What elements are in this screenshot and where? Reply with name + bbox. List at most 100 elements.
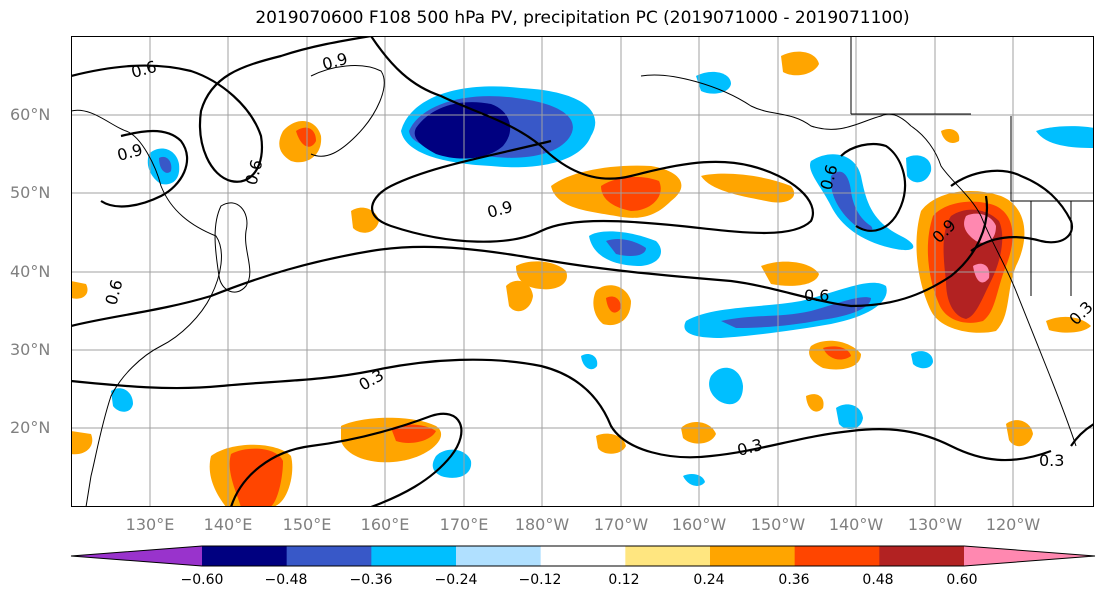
contour-0.3-se bbox=[1070, 423, 1094, 447]
colorbar-tick: 0.24 bbox=[693, 572, 725, 588]
pos-anomaly-hawaii-n bbox=[516, 261, 567, 290]
precip-negative-shading bbox=[111, 71, 1094, 486]
colorbar-cell bbox=[879, 546, 965, 566]
contour-0.3-lower bbox=[229, 412, 463, 507]
coast-kamchatka bbox=[310, 65, 385, 157]
lon-label-120w: 120°W bbox=[985, 515, 1041, 534]
coast-east-asia bbox=[71, 109, 222, 507]
colorbar-cell bbox=[794, 546, 880, 566]
pos-anomaly-small-n bbox=[1046, 316, 1091, 333]
precip-positive-shading bbox=[71, 51, 1091, 507]
lat-label-60n: 60°N bbox=[10, 105, 51, 124]
coast-japan bbox=[214, 202, 251, 293]
pos-anomaly-mid-e bbox=[701, 173, 795, 203]
colorbar-cell bbox=[202, 546, 288, 566]
lon-label-140e: 140°E bbox=[203, 515, 253, 534]
map-title: 2019070600 F108 500 hPa PV, precipitatio… bbox=[255, 8, 910, 28]
neg-anomaly-small-h bbox=[581, 354, 598, 370]
colorbar-cell bbox=[540, 546, 626, 566]
pos-anomaly-small-k bbox=[71, 281, 88, 299]
neg-anomaly-small-d bbox=[111, 388, 133, 412]
coast-alaska bbox=[640, 74, 912, 130]
contour-label: 0.6 bbox=[102, 278, 127, 308]
colorbar-tick: 0.60 bbox=[946, 572, 978, 588]
neg-anomaly-small-i bbox=[906, 155, 932, 183]
pos-anomaly-small-i bbox=[781, 51, 819, 76]
contour-0.9-main bbox=[370, 36, 814, 243]
lon-label-140w: 140°W bbox=[828, 515, 884, 534]
pos-anomaly-small-west-core bbox=[296, 127, 316, 147]
colorbar-tick: −0.12 bbox=[518, 572, 562, 588]
colorbar-tick: −0.36 bbox=[349, 572, 393, 588]
contour-label: 0.9 bbox=[115, 140, 145, 165]
colorbar-cell bbox=[371, 546, 457, 566]
neg-anomaly-small-f bbox=[696, 71, 731, 94]
lon-label-130w: 130°W bbox=[907, 515, 963, 534]
contour-0.6-long bbox=[71, 195, 989, 328]
neg-anomaly-small-c bbox=[836, 404, 863, 430]
colorbar-tick: −0.60 bbox=[180, 572, 224, 588]
pos-anomaly-small-l bbox=[71, 431, 93, 455]
lon-label-150e: 150°E bbox=[282, 515, 332, 534]
neg-anomaly-ne-pacific-core bbox=[721, 297, 871, 328]
map-canvas: 0.6 0.9 0.9 0.6 0.9 0.6 0.6 0.9 0.6 0.3 … bbox=[71, 36, 1094, 507]
contour-0.9-kamchatka bbox=[100, 129, 189, 208]
pos-anomaly-mid-a-core bbox=[606, 296, 621, 313]
pos-anomaly-mid-d bbox=[761, 261, 819, 286]
contour-label: 0.6 bbox=[129, 57, 159, 82]
lon-label-150w: 150°W bbox=[750, 515, 806, 534]
colorbar-outline bbox=[70, 545, 1096, 567]
neg-anomaly-small-j bbox=[683, 474, 705, 486]
colorbar-tick: −0.24 bbox=[434, 572, 478, 588]
colorbar-tick: −0.48 bbox=[264, 572, 308, 588]
lon-label-160e: 160°E bbox=[360, 515, 410, 534]
lon-label-170w: 170°W bbox=[593, 515, 649, 534]
pos-anomaly-small-m bbox=[941, 129, 960, 143]
lat-label-50n: 50°N bbox=[10, 183, 51, 202]
colorbar-cell bbox=[625, 546, 711, 566]
lon-label-170e: 170°E bbox=[439, 515, 489, 534]
pv-contours bbox=[71, 36, 1094, 507]
pos-anomaly-us-west-peak2 bbox=[973, 263, 990, 283]
pos-anomaly-small-h bbox=[1006, 420, 1033, 447]
pos-anomaly-japan-sea bbox=[351, 207, 379, 233]
colorbar-cell bbox=[710, 546, 796, 566]
map-panel: 0.6 0.9 0.9 0.6 0.9 0.6 0.6 0.9 0.6 0.3 … bbox=[71, 36, 1094, 507]
neg-anomaly-small-a bbox=[709, 367, 743, 405]
pos-anomaly-mid-b bbox=[506, 280, 533, 312]
contour-label: 0.6 bbox=[804, 286, 829, 305]
neg-anomaly-small-e bbox=[911, 351, 933, 369]
pos-anomaly-south-c-core bbox=[391, 424, 436, 443]
colorbar-extend-low bbox=[71, 546, 202, 566]
contour-0.6-gulf bbox=[840, 142, 906, 232]
neg-anomaly-west-core bbox=[159, 156, 172, 173]
lon-label-180w: 180°W bbox=[514, 515, 570, 534]
contour-label: 0.9 bbox=[320, 49, 350, 74]
coast-canada-border bbox=[850, 36, 1094, 202]
coast-us-states bbox=[1010, 116, 1094, 296]
colorbar-cell bbox=[286, 546, 372, 566]
lon-label-160w: 160°W bbox=[671, 515, 727, 534]
pos-anomaly-central-core bbox=[601, 176, 661, 211]
pos-anomaly-small-g bbox=[596, 433, 626, 454]
colorbar-tick: 0.12 bbox=[608, 572, 640, 588]
colorbar-tick: 0.48 bbox=[862, 572, 894, 588]
contour-label: 0.6 bbox=[242, 158, 267, 188]
colorbar-tick: 0.36 bbox=[778, 572, 810, 588]
pos-anomaly-south-c bbox=[341, 417, 442, 463]
contour-label: 0.3 bbox=[1039, 451, 1064, 470]
colorbar-cell bbox=[456, 546, 542, 566]
colorbar bbox=[70, 545, 1096, 567]
pos-anomaly-south-w-core bbox=[229, 448, 283, 507]
lat-label-30n: 30°N bbox=[10, 340, 51, 359]
contour-0.9-na bbox=[950, 169, 1074, 252]
coast-na-west bbox=[910, 125, 1077, 447]
pos-anomaly-us-west-peak bbox=[964, 213, 996, 243]
lon-label-130e: 130°E bbox=[125, 515, 175, 534]
contour-label: 0.9 bbox=[485, 197, 515, 222]
lat-label-40n: 40°N bbox=[10, 262, 51, 281]
contour-0.3-south bbox=[71, 358, 1052, 462]
pos-anomaly-small-j bbox=[806, 394, 824, 412]
contour-label: 0.3 bbox=[735, 435, 765, 460]
neg-anomaly-small-b bbox=[432, 449, 472, 478]
